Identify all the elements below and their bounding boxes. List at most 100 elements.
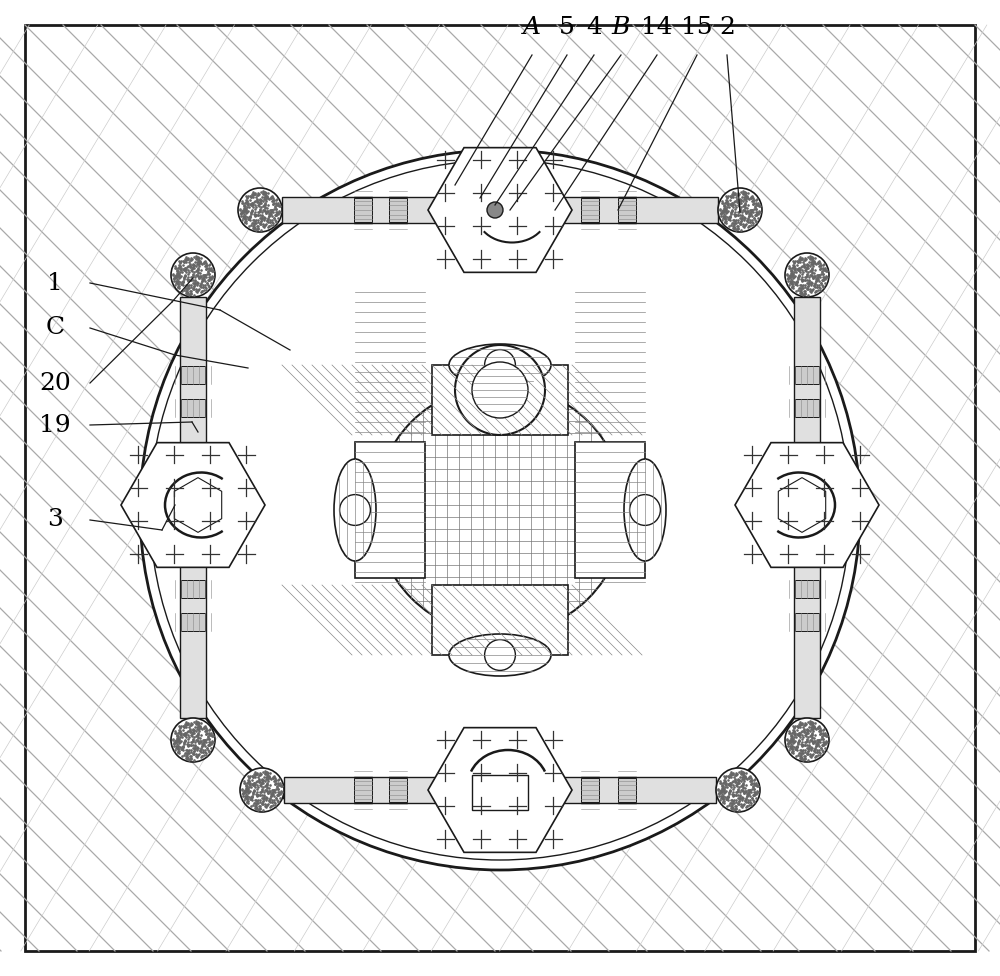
Point [238, 215, 254, 230]
Point [794, 250, 810, 265]
Point [244, 789, 260, 804]
Point [804, 249, 820, 264]
Point [803, 732, 819, 748]
Point [250, 787, 266, 802]
Point [257, 763, 273, 779]
Point [196, 271, 212, 287]
Point [731, 791, 747, 806]
Point [816, 269, 832, 285]
Point [804, 257, 820, 272]
Point [790, 734, 806, 750]
Point [190, 251, 206, 266]
Point [814, 742, 830, 757]
Point [718, 206, 734, 222]
Point [177, 733, 193, 749]
Point [807, 727, 823, 743]
Point [726, 801, 742, 817]
Point [235, 788, 251, 803]
Point [794, 258, 810, 273]
Point [270, 788, 286, 803]
Point [817, 735, 833, 751]
Point [809, 279, 825, 295]
Point [730, 218, 746, 233]
Point [799, 731, 815, 747]
Point [738, 778, 754, 793]
Point [750, 197, 766, 213]
Point [807, 263, 823, 278]
Point [183, 263, 199, 278]
Point [781, 742, 797, 757]
Point [251, 772, 267, 788]
Circle shape [487, 202, 503, 218]
Point [728, 801, 744, 817]
Point [264, 794, 280, 810]
Point [266, 210, 282, 225]
Point [726, 795, 742, 811]
Point [189, 274, 205, 290]
Point [799, 258, 815, 273]
Point [271, 772, 287, 788]
Point [804, 726, 820, 742]
Point [249, 766, 265, 782]
Point [243, 779, 259, 794]
Point [177, 727, 193, 743]
Point [736, 191, 752, 207]
Point [817, 735, 833, 751]
Point [725, 765, 741, 781]
Point [734, 777, 750, 793]
Point [799, 740, 815, 755]
Point [262, 799, 278, 815]
Bar [581, 198, 599, 222]
Point [201, 279, 217, 295]
Point [175, 722, 191, 738]
Point [737, 186, 753, 202]
Point [248, 797, 264, 813]
Point [244, 776, 260, 792]
Point [737, 196, 753, 212]
Point [261, 783, 277, 798]
Point [807, 734, 823, 750]
Point [259, 776, 275, 792]
Point [188, 713, 204, 729]
Point [203, 740, 219, 755]
Point [251, 773, 267, 789]
Point [242, 783, 258, 798]
Point [803, 267, 819, 283]
Point [185, 740, 201, 755]
Point [727, 208, 743, 224]
Point [251, 196, 267, 212]
Point [812, 269, 828, 285]
Point [251, 199, 267, 215]
Point [258, 791, 274, 806]
Point [188, 749, 204, 764]
Point [180, 734, 196, 750]
Point [252, 216, 268, 231]
Point [247, 767, 263, 783]
Point [235, 785, 251, 800]
Circle shape [375, 385, 625, 635]
Point [723, 764, 739, 780]
Point [253, 779, 269, 794]
Point [793, 736, 809, 752]
Point [793, 252, 809, 267]
Point [800, 743, 816, 758]
Point [188, 732, 204, 748]
Point [241, 770, 257, 786]
Point [792, 751, 808, 766]
Point [260, 768, 276, 784]
Point [191, 719, 207, 735]
Point [180, 272, 196, 288]
Point [792, 253, 808, 268]
Point [723, 206, 739, 222]
Point [181, 264, 197, 280]
Point [178, 726, 194, 742]
Point [189, 719, 205, 735]
Point [735, 784, 751, 799]
Point [721, 211, 737, 226]
Point [738, 784, 754, 799]
Point [726, 220, 742, 235]
Point [721, 219, 737, 234]
Point [235, 208, 251, 224]
Bar [795, 399, 819, 417]
Point [714, 790, 730, 805]
